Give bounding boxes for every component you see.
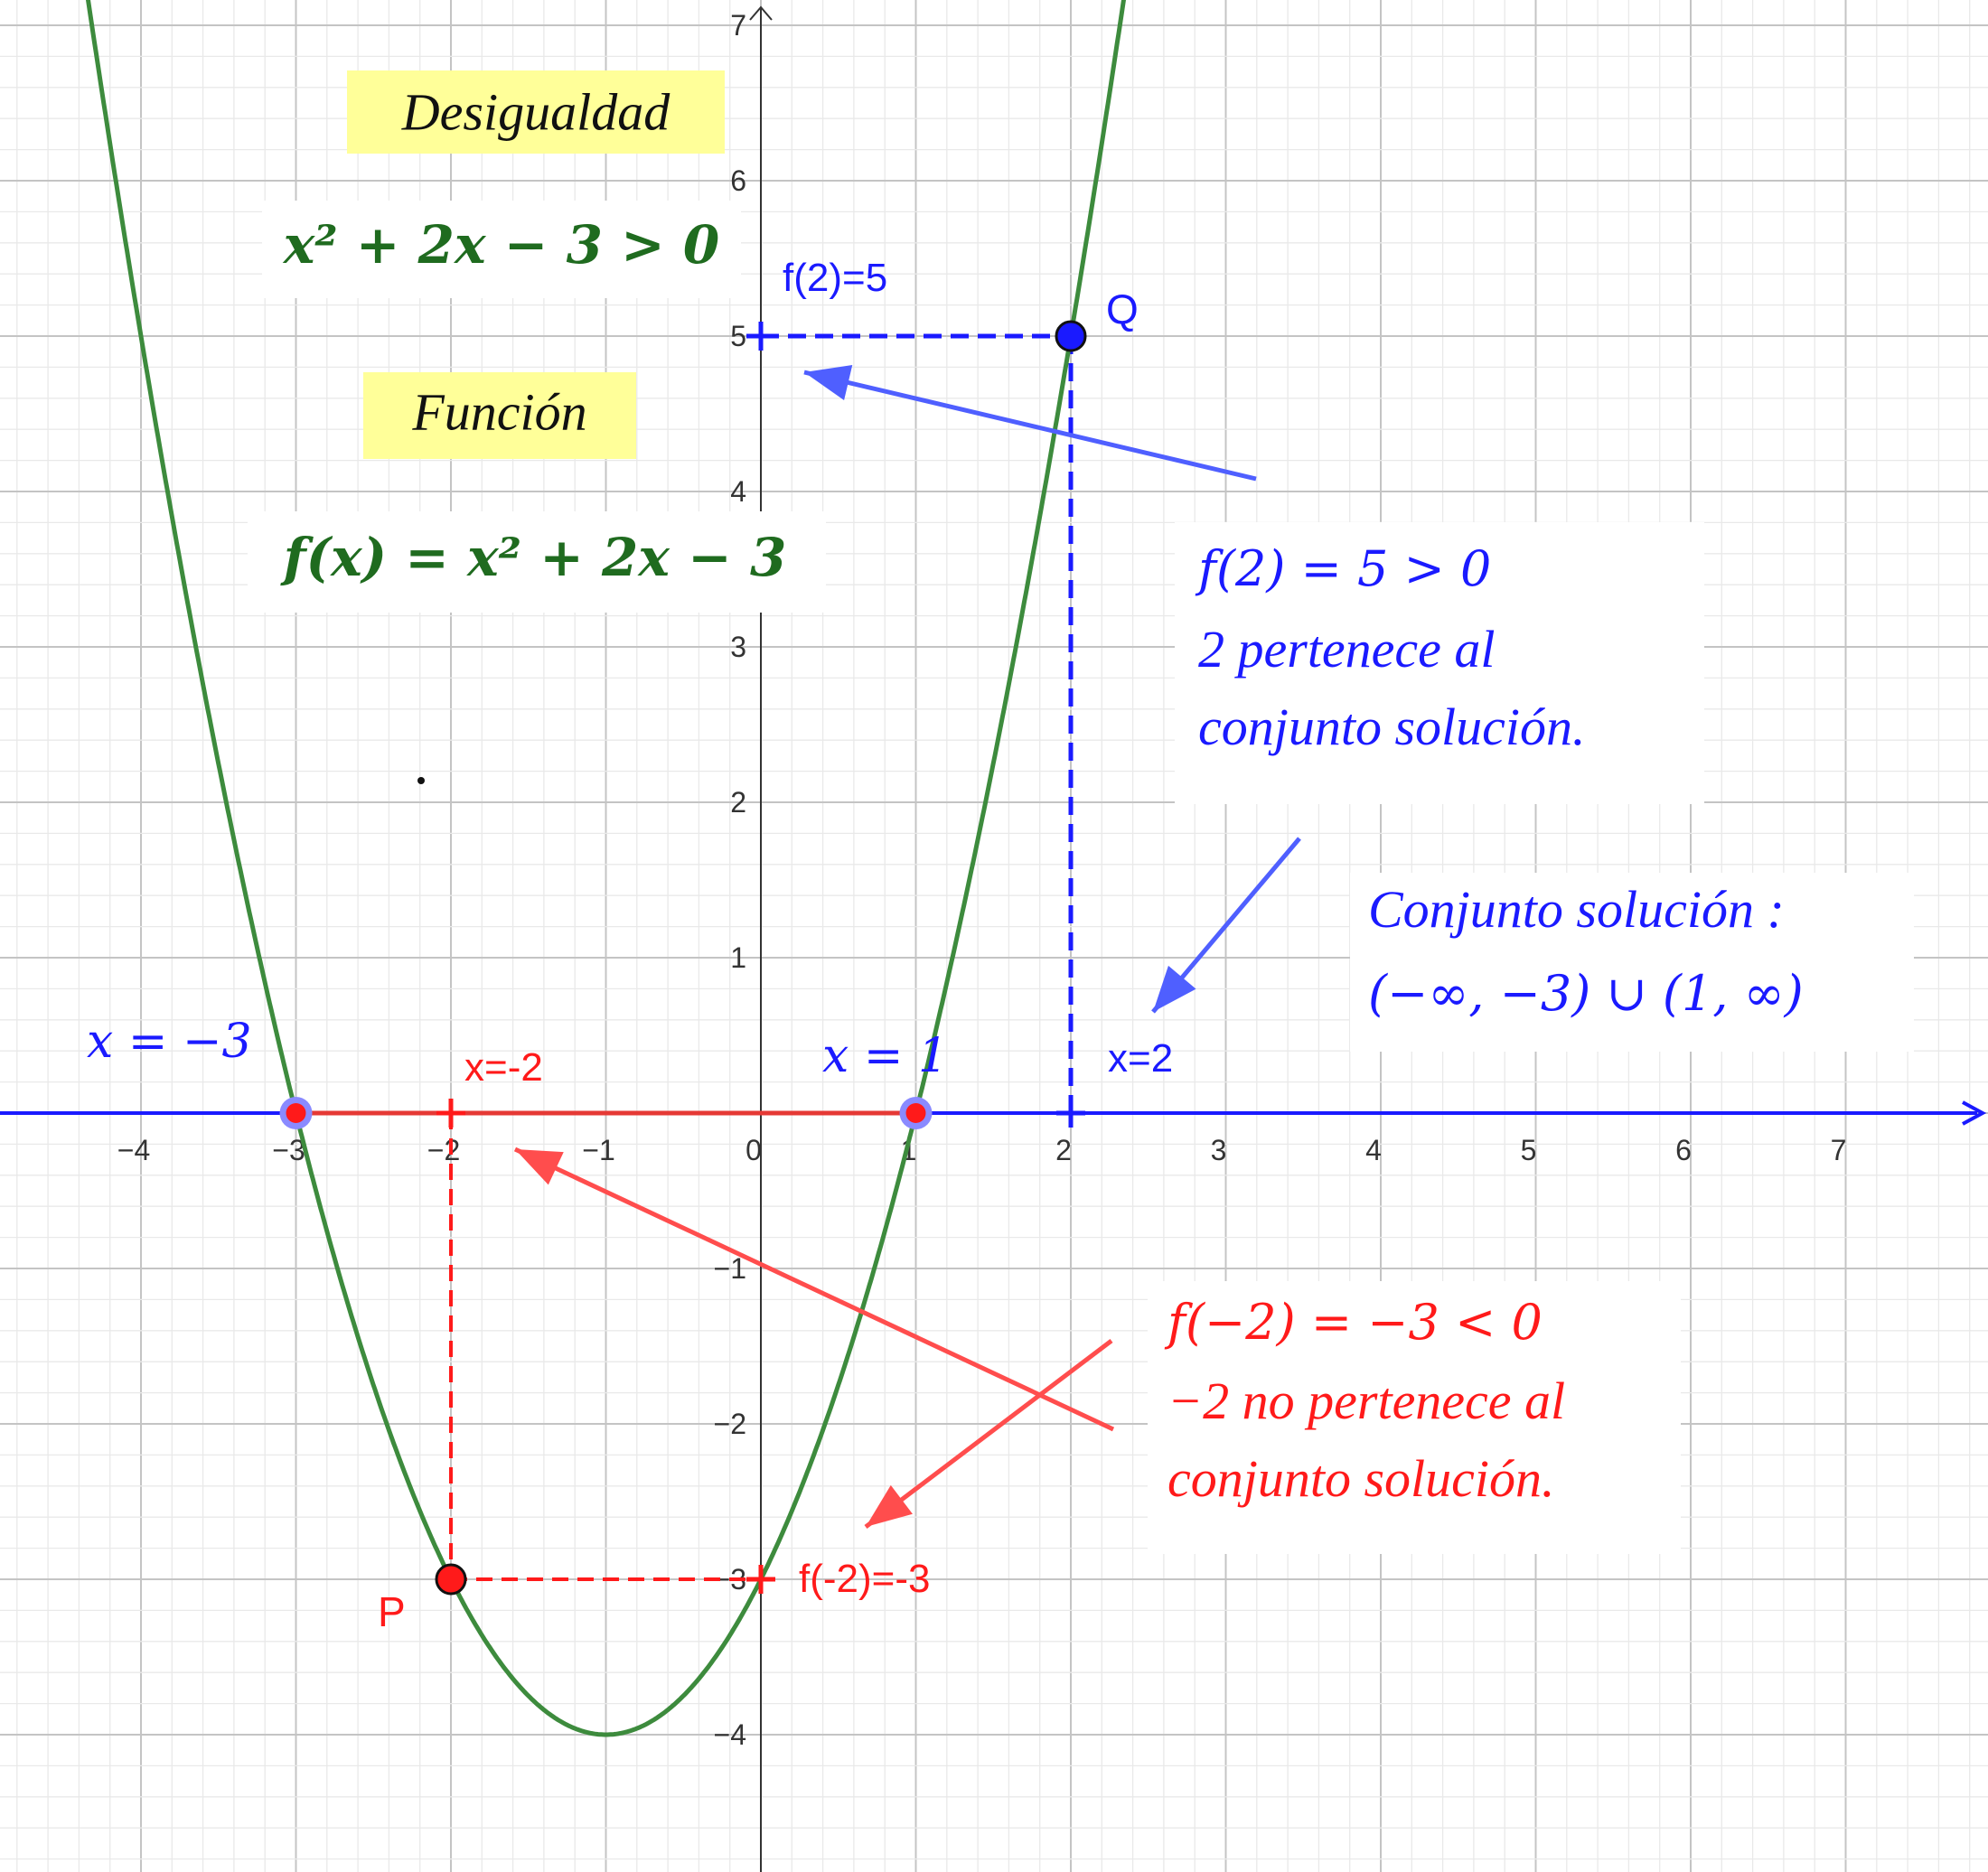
q-label: Q (1106, 285, 1139, 332)
x-tick-label: −2 (427, 1134, 460, 1166)
x-tick-label: 5 (1521, 1134, 1537, 1166)
solution-interval: (−∞, −3) ∪ (1, ∞) (1368, 965, 1804, 1022)
y-axis-arrow (749, 5, 773, 21)
arrow-to-f2 (803, 370, 1257, 482)
x-tick-label: 3 (1211, 1134, 1227, 1166)
y-tick-label: 1 (730, 941, 746, 974)
solution-title: Conjunto solución : (1368, 880, 1785, 939)
y-tick-label: −1 (714, 1252, 746, 1285)
x-tick-label: 6 (1675, 1134, 1692, 1166)
curve-layer (85, 0, 1127, 1737)
y-tick-label: 3 (730, 631, 746, 663)
x-tick-label: 7 (1831, 1134, 1847, 1166)
arrow-to-x2-head (1153, 965, 1196, 1012)
x-tick-label: −1 (582, 1134, 614, 1166)
x-axis-arrow (1962, 1100, 1987, 1126)
red-note-line-1: f(−2) = −3 < 0 (1164, 1294, 1543, 1351)
arrow-to-fm2-head (866, 1484, 913, 1527)
funcion-box (363, 372, 636, 459)
root-point (286, 1103, 306, 1123)
x-tick-label: 2 (1055, 1134, 1072, 1166)
root-right-label: x = 1 (822, 1029, 948, 1083)
funcion-title: Función (411, 382, 586, 441)
red-note-line-2: −2 no pertenece al (1167, 1371, 1565, 1430)
blue-note-line-2: 2 pertenece al (1198, 620, 1496, 679)
p-label: P (378, 1588, 406, 1635)
desigualdad-box (347, 70, 725, 154)
root-point (905, 1103, 926, 1123)
y-tick-label: 6 (730, 164, 746, 197)
annotation-arrows (513, 365, 1301, 1529)
x-tick-label: 4 (1365, 1134, 1382, 1166)
x-tick-label: −3 (272, 1134, 305, 1166)
inequality-label: x² + 2x − 3 > 0 (282, 214, 720, 276)
y-tick-label: −4 (714, 1718, 746, 1751)
axes (0, 5, 1987, 1872)
arrow-to-xm2-head (515, 1149, 564, 1185)
root-left-label: x = −3 (87, 1015, 252, 1069)
y-tick-label: 4 (730, 475, 746, 508)
blue-note-line-1: f(2) = 5 > 0 (1195, 540, 1491, 597)
inequality-box (262, 201, 741, 298)
points (279, 320, 1087, 1596)
arrow-to-f2-head (804, 365, 853, 400)
point-p (435, 1563, 467, 1596)
stray-dot (417, 777, 425, 784)
arrow-to-fm2 (864, 1339, 1113, 1529)
y-tick-label: −2 (714, 1408, 746, 1440)
red-note-line-3: conjunto solución. (1167, 1449, 1555, 1508)
y-tick-label: 2 (730, 786, 746, 819)
x-tick-label: 0 (746, 1134, 762, 1166)
parabola-curve (85, 0, 1127, 1737)
y-tick-label: 5 (730, 320, 746, 352)
function-definition: f(x) = x² + 2x − 3 (280, 527, 787, 588)
solution-box (1350, 873, 1914, 1052)
x2-label: x=2 (1108, 1036, 1173, 1081)
xm2-label: x=-2 (464, 1045, 543, 1090)
desigualdad-title: Desigualdad (401, 82, 670, 141)
function-box (248, 511, 826, 613)
guide-lines (449, 333, 1074, 1581)
y-tick-label: 7 (730, 9, 746, 42)
red-note-box (1148, 1281, 1681, 1554)
arrow-to-xm2 (513, 1147, 1115, 1432)
point-q (1055, 320, 1087, 352)
f2-label: f(2)=5 (783, 256, 887, 300)
blue-note-line-3: conjunto solución. (1198, 697, 1586, 756)
blue-note-box (1175, 522, 1704, 804)
x-tick-label: −4 (117, 1134, 150, 1166)
fm2-label: f(-2)=-3 (799, 1557, 930, 1601)
